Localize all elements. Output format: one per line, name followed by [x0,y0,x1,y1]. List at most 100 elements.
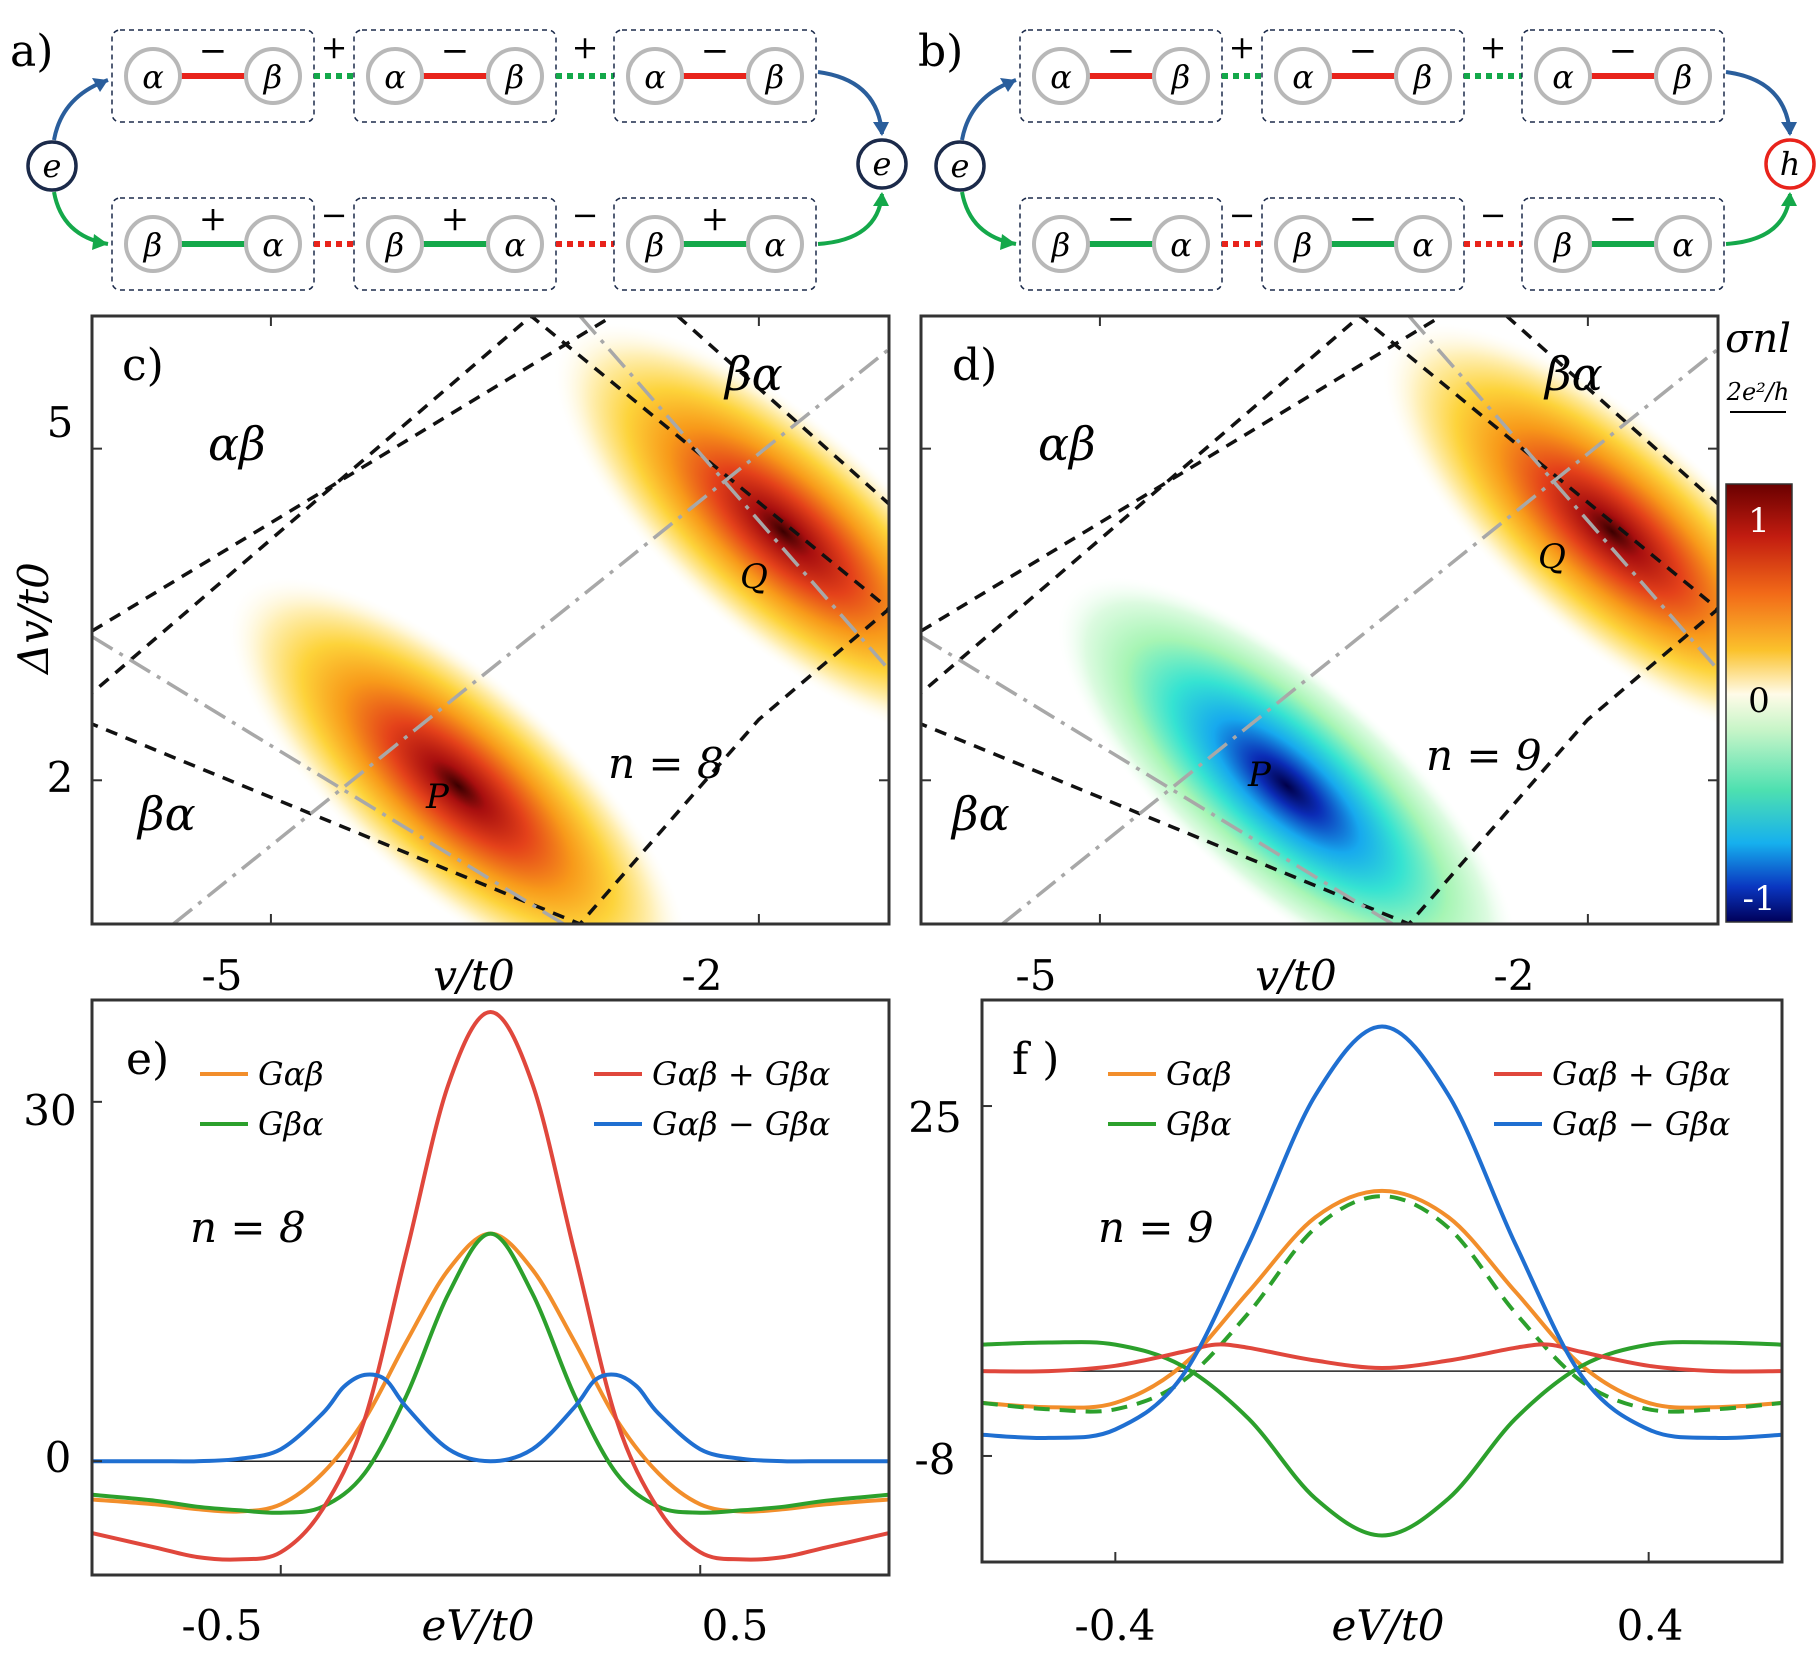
heatmap-c-guides [92,316,889,924]
lineplot-e-ytick-1: 0 [45,1433,72,1482]
heatmap-c-point-p: P [425,777,450,817]
colorbar-title: σnl [1725,316,1791,362]
diagram-a-bottom-site-a-1 [366,215,424,273]
panel-label-f: f ) [1012,1034,1059,1085]
panel-label-d: d) [952,340,997,391]
panel-label-c: c) [122,340,164,391]
legend-e-label-0: Gαβ [258,1055,324,1093]
heatmap-d-blob-p [1058,577,1516,924]
diagram-b-arrowhead-start-bottom [1000,234,1016,250]
diagram-b-top-dimer-2 [1521,29,1725,123]
f-series-1 [981,1340,1783,1538]
c-boundary [92,316,889,924]
diagram-b-top-site-b-2 [1654,47,1712,105]
diagram-a-start-label: e [43,147,62,185]
heatmap-c-region-ab-top: αβ [208,417,266,471]
panel-label-b: b) [918,26,963,77]
e-series-0 [91,1231,890,1514]
legend-f-label-2: Gαβ + Gβα [1552,1055,1731,1093]
heatmap-d-point-q: Q [1538,537,1566,577]
heatmap-c-ticks [92,316,889,924]
lineplot-e-annotation: n = 8 [190,1203,306,1252]
diagram-a-bottom-dimer-2 [613,197,817,291]
diagram-b-top-site-a-1 [1274,47,1332,105]
diagram-b-bottom-bond-sign-2: − [1609,199,1638,239]
f-series-2 [981,1194,1783,1414]
lineplot-e-series [91,1010,890,1562]
diagram-b-bottom-dimer-2 [1521,197,1725,291]
lineplot-f-ticks [982,1105,1650,1562]
diagram-a-bottom-site-b-label-2: α [764,226,786,264]
e-series-2 [91,1010,890,1562]
diagram-a-top-bond-sign-0: − [199,31,228,71]
heatmap-d-region-ba-bottom: βα [950,787,1010,841]
diagram-a: α β− +α β− +α β−β α+ −β α+ −β α+e e [26,28,908,291]
diagram-a-top-link-sign-0: + [321,28,348,66]
diagram-a-bottom-site-b-0 [244,215,302,273]
diagram-a-top-bond-sign-1: − [441,31,470,71]
diagram-a-bottom-site-a-0 [124,215,182,273]
heatmap-d-region-ba-top: βα [1543,347,1603,401]
diagram-a-bottom-site-a-label-0: β [143,226,163,264]
diagram-a-arrowhead-end-bottom [873,192,889,206]
lineplot-f-ytick-0: 25 [908,1093,961,1142]
c-ridge-p [92,635,565,924]
e-series-3 [92,1372,889,1464]
legend-e-label-3: Gαβ − Gβα [652,1105,831,1143]
diagram-a-top-site-a-1 [366,47,424,105]
diagram-b-arrow-end-bottom [1725,193,1792,246]
diagram-a-top-site-a-label-1: α [384,58,406,96]
c-axis-diagonal [172,347,889,924]
heatmap-c [90,314,891,926]
diagram-a-arrow-end-bottom [817,193,884,246]
diagram-b-arrow-start-bottom [960,191,1017,246]
diagram-b-top-site-a-0 [1032,47,1090,105]
heatmap-d-frame [919,314,1720,926]
diagram-a-top-site-b-label-1: β [505,58,525,96]
diagram-a-bottom-bond-sign-1: + [441,199,470,239]
lineplot-e-ticks [92,1100,702,1575]
diagram-b-bottom-site-a-0 [1032,215,1090,273]
legend-f-label-0: Gαβ [1166,1055,1232,1093]
colorbar: σnl 2e²/h 1 0 -1 [1725,316,1793,923]
legend-f-label-3: Gαβ − Gβα [1552,1105,1731,1143]
colorbar-tick-zero: 0 [1748,681,1770,721]
diagram-a-bottom-bond-sign-0: + [199,199,228,239]
diagram-b-bottom-site-b-label-1: α [1412,226,1434,264]
c-ridge-q [578,316,889,671]
diagram-a-top-site-b-0 [244,47,302,105]
diagram-a-bottom-site-a-label-2: β [645,226,665,264]
diagram-b-end-label: h [1780,145,1801,183]
lineplot-f-xtick-0: -0.4 [1075,1601,1156,1650]
lineplot-f-xtick-1: 0.4 [1617,1601,1684,1650]
diagram-b-top-bond-sign-1: − [1349,31,1378,71]
heatmap-d-annotation: n = 9 [1426,731,1542,780]
heatmap-c-xlabel: v/t0 [433,951,514,1000]
diagram-b-top-site-a-label-1: α [1292,58,1314,96]
colorbar-unit: 2e²/h [1726,378,1790,406]
diagram-a-bottom-site-b-label-1: α [504,226,526,264]
heatmap-c-ytick-1: 2 [47,753,74,802]
heatmap-d-xtick-1: -2 [1494,951,1535,1000]
lineplot-e-ytick-0: 30 [23,1086,76,1135]
diagram-a-bottom-site-b-label-0: α [262,226,284,264]
lineplot-e [90,998,891,1577]
diagram-b-top-site-b-0 [1152,47,1210,105]
diagram-a-top-site-b-label-2: β [765,58,785,96]
diagram-b-bottom-bond-sign-0: − [1107,199,1136,239]
diagram-a-top-site-b-1 [486,47,544,105]
diagram-a-bottom-link-sign-1: − [572,196,599,234]
diagram-b-bottom-site-b-label-2: α [1672,226,1694,264]
d-ridge-q [1407,316,1718,671]
panel-label-a: a) [10,26,53,77]
diagram-a-end-label: e [873,145,892,183]
diagram-a-arrowhead-end-top [873,122,889,136]
heatmap-c-xtick-0: -5 [202,951,243,1000]
heatmap-c-ylabel: Δv/t0 [9,562,58,676]
heatmap-d-xtick-0: -5 [1016,951,1057,1000]
diagram-a-arrowhead-start-top [92,78,108,92]
colorbar-tick-min: -1 [1742,879,1775,919]
lineplot-f-xlabel: eV/t0 [1332,1601,1445,1650]
diagram-b-bottom-site-a-label-1: β [1293,226,1313,264]
lineplot-e-xlabel: eV/t0 [422,1601,535,1650]
